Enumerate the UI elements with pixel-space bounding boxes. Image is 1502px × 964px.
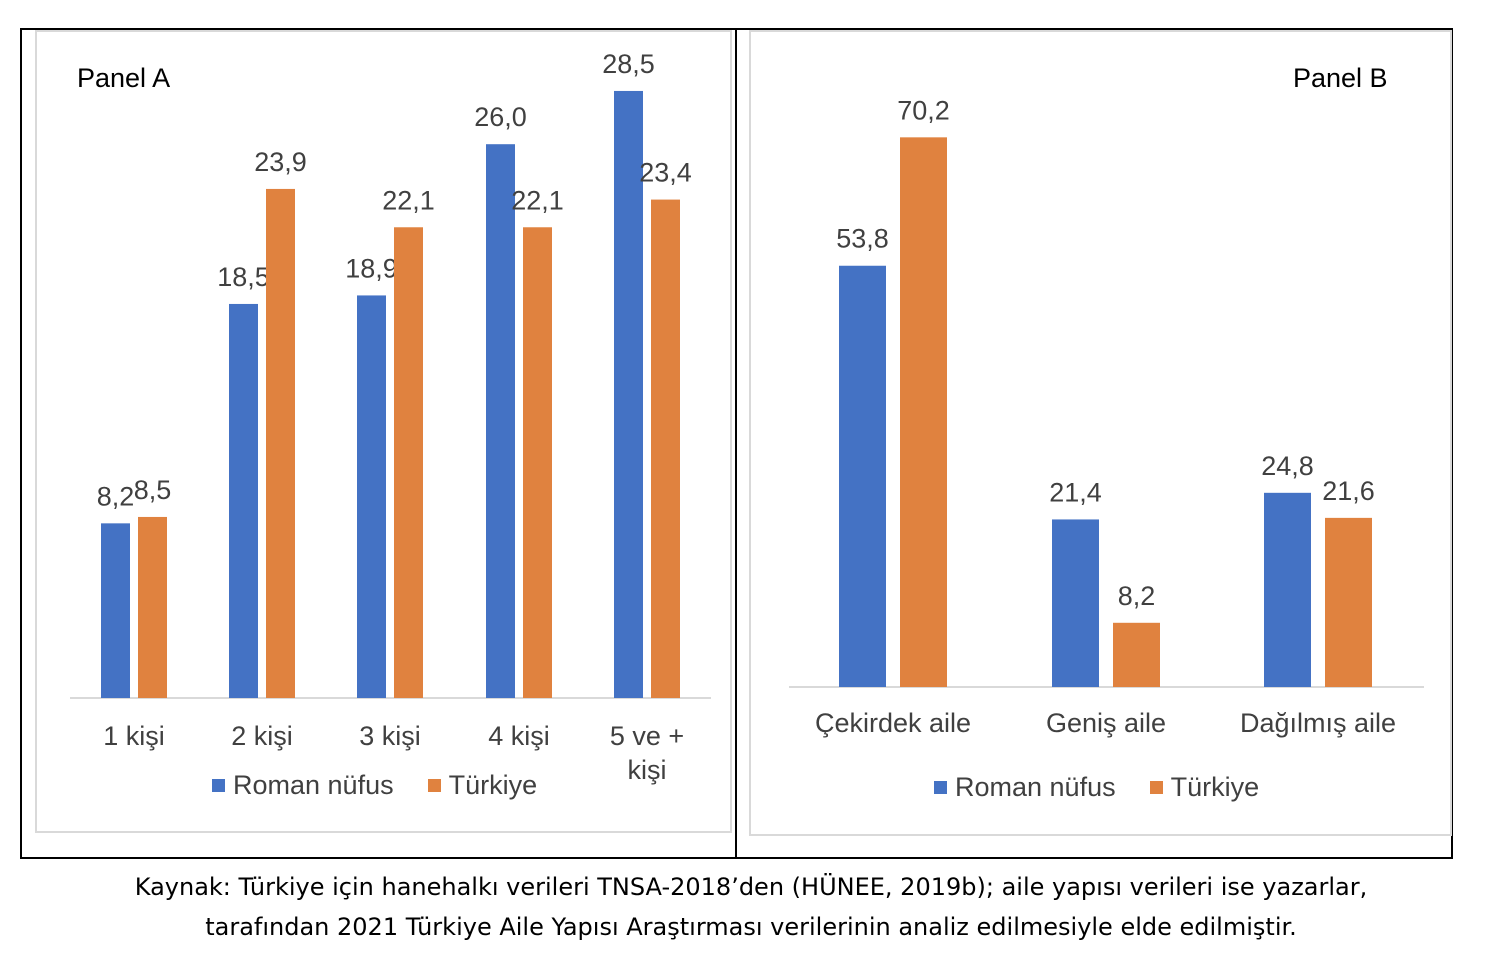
panel-a-bar-turkiye bbox=[266, 188, 295, 698]
panel-b-title: Panel B bbox=[1293, 63, 1388, 93]
panel-b-category-label: Dağılmış aile bbox=[1240, 708, 1396, 738]
panel-b-bar-roman bbox=[839, 265, 886, 687]
panel-divider bbox=[735, 28, 737, 859]
panel-a-category-label: 2 kişi bbox=[231, 721, 293, 751]
panel-a-bar-roman bbox=[229, 303, 258, 698]
panel-a-category-label: 4 kişi bbox=[488, 721, 550, 751]
panel-a-title: Panel A bbox=[77, 63, 171, 93]
panel-b-legend: Roman nüfus Türkiye bbox=[934, 772, 1293, 803]
panel-a-bar-roman bbox=[101, 523, 130, 698]
legend-label-turkiye: Türkiye bbox=[448, 770, 538, 800]
legend-swatch-turkiye bbox=[1149, 781, 1163, 794]
panel-a-bar-roman bbox=[357, 295, 386, 698]
legend-item-roman: Roman nüfus bbox=[212, 770, 394, 801]
caption-line-1: Kaynak: Türkiye için hanehalkı verileri … bbox=[134, 873, 1368, 901]
panel-b-data-label-turkiye: 70,2 bbox=[897, 95, 950, 125]
panel-a-bar-roman bbox=[614, 90, 643, 698]
panel-a-category-label: 5 ve + kişi bbox=[610, 721, 684, 785]
panel-a-bar-turkiye bbox=[394, 227, 423, 698]
panel-a-category-label: 1 kişi bbox=[103, 721, 165, 751]
panel-a-data-label-roman: 18,5 bbox=[217, 262, 270, 292]
panel-a-data-label-turkiye: 22,1 bbox=[511, 185, 564, 215]
panel-b-bar-roman bbox=[1052, 519, 1099, 687]
legend-swatch-roman bbox=[212, 779, 225, 792]
panel-a-data-label-roman: 8,2 bbox=[97, 481, 135, 511]
panel-b-bar-roman bbox=[1264, 492, 1311, 687]
legend-label-turkiye: Türkiye bbox=[1170, 772, 1260, 802]
panel-a-data-label-roman: 18,9 bbox=[345, 253, 398, 283]
legend-swatch-roman bbox=[934, 781, 947, 794]
panel-a-data-label-turkiye: 23,4 bbox=[639, 158, 692, 188]
panel-a-data-label-roman: 26,0 bbox=[474, 102, 527, 132]
panel-b-bar-turkiye bbox=[900, 137, 947, 688]
panel-a-data-label-roman: 28,5 bbox=[602, 49, 655, 79]
panel-b-bar-turkiye bbox=[1113, 622, 1160, 687]
panel-b-data-label-roman: 21,4 bbox=[1049, 477, 1102, 507]
legend-swatch-turkiye bbox=[427, 779, 441, 792]
panel-b-category-label: Geniş aile bbox=[1046, 708, 1166, 738]
legend-label-roman: Roman nüfus bbox=[233, 770, 394, 800]
panel-b-data-label-turkiye: 21,6 bbox=[1322, 476, 1375, 506]
panel-a-legend: Roman nüfus Türkiye bbox=[212, 770, 571, 801]
legend-item-roman: Roman nüfus bbox=[934, 772, 1116, 803]
panel-a-bar-turkiye bbox=[651, 199, 680, 698]
panel-a-bar-turkiye bbox=[138, 516, 167, 698]
legend-item-turkiye: Türkiye bbox=[427, 770, 538, 801]
panel-b-data-label-roman: 24,8 bbox=[1261, 451, 1314, 481]
panel-b-category-label: Çekirdek aile bbox=[815, 708, 971, 738]
panel-a-data-label-turkiye: 22,1 bbox=[382, 185, 435, 215]
panel-b-data-label-roman: 53,8 bbox=[836, 224, 889, 254]
panel-a-data-label-turkiye: 8,5 bbox=[134, 475, 172, 505]
panel-a-category-label: 3 kişi bbox=[359, 721, 421, 751]
panel-a-data-label-turkiye: 23,9 bbox=[254, 147, 307, 177]
panel-b-bar-turkiye bbox=[1325, 517, 1372, 687]
legend-item-turkiye: Türkiye bbox=[1149, 772, 1260, 803]
caption-line-2: tarafından 2021 Türkiye Aile Yapısı Araş… bbox=[205, 913, 1297, 941]
panel-b-data-label-turkiye: 8,2 bbox=[1118, 581, 1156, 611]
legend-label-roman: Roman nüfus bbox=[955, 772, 1116, 802]
panel-a-bar-roman bbox=[486, 144, 515, 698]
panel-a-bar-turkiye bbox=[523, 227, 552, 698]
